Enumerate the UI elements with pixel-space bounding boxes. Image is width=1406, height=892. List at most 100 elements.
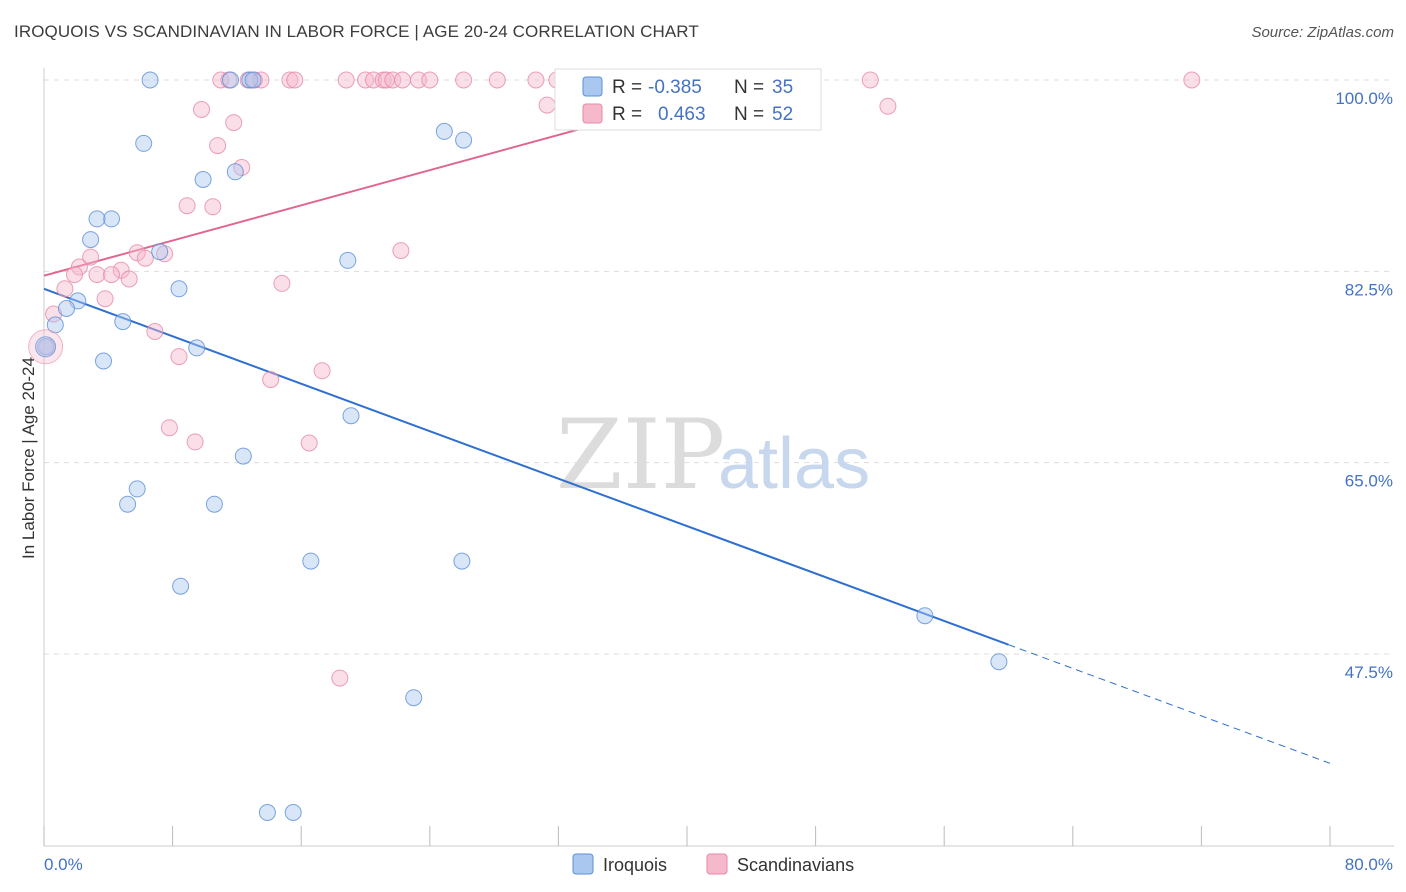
legend-r-label-iroquois: R = xyxy=(612,77,642,98)
legend-n-value-iroquois: 35 xyxy=(772,77,793,98)
scandinavian-point-31 xyxy=(204,198,222,216)
iroquois-point-4 xyxy=(135,134,153,152)
scandinavian-point-52 xyxy=(160,419,178,437)
watermark-zip: ZIP xyxy=(556,399,725,511)
legend-r-label-scandinavians: R = xyxy=(612,104,642,125)
legend-swatch-scandinavians xyxy=(582,103,603,124)
iroquois-point-29 xyxy=(172,577,190,595)
y-tick-label-3: 47.5% xyxy=(1345,663,1393,682)
iroquois-point-1 xyxy=(222,71,239,89)
iroquois-point-11 xyxy=(88,210,106,228)
scandinavian-point-6 xyxy=(286,71,304,89)
scandinavian-point-18 xyxy=(527,71,545,89)
scandinavian-point-47 xyxy=(146,323,164,340)
y-tick-label-2: 65.0% xyxy=(1345,472,1393,491)
scandinavian-point-9 xyxy=(365,71,382,89)
iroquois-point-5 xyxy=(194,171,212,188)
x-tick-label-1: 80.0% xyxy=(1345,855,1393,874)
legend-swatch-iroquois xyxy=(582,76,603,97)
scandinavian-point-41 xyxy=(103,266,120,284)
bottom-legend-swatch-scandinavians xyxy=(706,853,728,875)
iroquois-point-20 xyxy=(188,339,206,357)
bottom-legend-label-iroquois: Iroquois xyxy=(603,855,667,875)
scandinavian-point-24 xyxy=(538,96,556,114)
scandinavian-point-45 xyxy=(96,290,114,308)
iroquois-point-12 xyxy=(151,243,169,261)
scandinavian-point-12 xyxy=(384,71,402,89)
iroquois-cluster-point xyxy=(35,336,57,358)
data-points xyxy=(28,71,1201,821)
scandinavian-point-22 xyxy=(861,71,879,89)
scandinavian-point-16 xyxy=(455,71,473,89)
scandinavian-point-32 xyxy=(392,242,410,260)
iroquois-point-22 xyxy=(342,407,360,425)
scandinavian-point-40 xyxy=(88,266,106,284)
iroquois-point-30 xyxy=(916,607,934,625)
chart-title: IROQUOIS VS SCANDINAVIAN IN LABOR FORCE … xyxy=(14,22,699,41)
series-legend: Iroquois Scandinavians xyxy=(572,853,854,875)
scandinavian-point-35 xyxy=(136,249,154,267)
iroquois-point-32 xyxy=(405,689,423,707)
scandinavian-point-15 xyxy=(421,71,439,89)
scandinavian-point-44 xyxy=(56,280,74,298)
y-axis-label: In Labor Force | Age 20-24 xyxy=(19,357,38,559)
y-tick-labels: 100.0% 82.5% 65.0% 47.5% xyxy=(1335,89,1393,682)
watermark: ZIP atlas xyxy=(556,399,870,511)
source-label: Source: ZipAtlas.com xyxy=(1251,24,1394,41)
iroquois-point-33 xyxy=(258,804,276,821)
scandinavian-point-49 xyxy=(170,348,188,366)
scandinavian-point-55 xyxy=(331,669,349,687)
scandinavian-point-36 xyxy=(82,248,100,266)
iroquois-point-16 xyxy=(58,300,75,317)
scandinavian-point-30 xyxy=(178,197,196,215)
iroquois-point-26 xyxy=(205,495,223,513)
iroquois-point-31 xyxy=(990,653,1008,671)
scandinavian-point-43 xyxy=(273,274,291,292)
iroquois-point-0 xyxy=(141,71,159,89)
x-tick-label-0: 0.0% xyxy=(44,855,83,874)
iroquois-point-13 xyxy=(339,251,357,269)
legend-n-value-scandinavians: 52 xyxy=(772,104,793,125)
axes xyxy=(43,68,1394,847)
scandinavian-point-27 xyxy=(225,114,243,132)
bottom-legend-label-scandinavians: Scandinavians xyxy=(737,855,854,875)
legend-n-label-iroquois: N = xyxy=(734,77,764,98)
scandinavian-point-50 xyxy=(313,362,331,380)
scandinavian-point-28 xyxy=(209,137,227,155)
scandinavian-point-25 xyxy=(879,97,897,115)
iroquois-point-3 xyxy=(244,71,262,89)
scandinavian-point-39 xyxy=(66,266,83,284)
iroquois-point-6 xyxy=(226,163,244,181)
iroquois-point-27 xyxy=(302,552,320,570)
scandinavian-point-13 xyxy=(394,71,411,89)
iroquois-trend-extension xyxy=(1008,644,1331,764)
iroquois-point-14 xyxy=(170,280,188,298)
legend-r-value-scandinavians: 0.463 xyxy=(658,104,706,125)
legend-r-value-iroquois: -0.385 xyxy=(648,77,702,98)
scandinavian-point-46 xyxy=(45,305,63,323)
x-tick-labels: 0.0% 80.0% xyxy=(44,855,1393,874)
y-tick-label-0: 100.0% xyxy=(1335,89,1393,108)
scandinavian-point-53 xyxy=(186,433,204,451)
iroquois-point-24 xyxy=(128,480,146,498)
iroquois-point-8 xyxy=(455,131,473,149)
scandinavian-point-17 xyxy=(488,71,506,89)
bottom-legend-swatch-iroquois xyxy=(572,853,594,875)
scandinavian-point-7 xyxy=(337,71,355,89)
iroquois-point-34 xyxy=(284,804,302,821)
scandinavian-point-5 xyxy=(281,71,299,89)
scandinavian-point-26 xyxy=(193,101,210,118)
iroquois-point-23 xyxy=(234,447,252,465)
iroquois-point-18 xyxy=(114,313,132,331)
correlation-legend: R = -0.385 N = 35 R = 0.463 N = 52 xyxy=(554,68,822,131)
iroquois-point-28 xyxy=(453,552,471,570)
scandinavian-point-54 xyxy=(300,434,318,452)
iroquois-point-10 xyxy=(82,231,100,249)
scandinavian-point-51 xyxy=(262,371,280,389)
y-tick-label-1: 82.5% xyxy=(1345,280,1393,299)
scandinavian-point-42 xyxy=(120,270,138,288)
iroquois-point-7 xyxy=(435,122,453,140)
iroquois-point-9 xyxy=(103,210,120,228)
scandinavian-point-23 xyxy=(1183,71,1201,89)
